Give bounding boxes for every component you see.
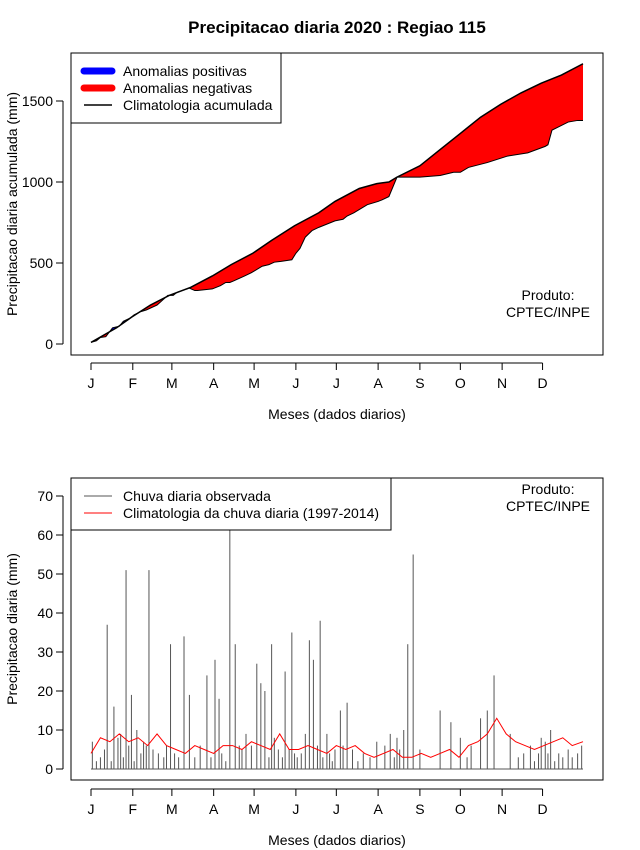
x-tick-label: S <box>415 801 424 817</box>
x-tick-label: D <box>537 375 547 391</box>
y-tick-label: 10 <box>37 722 53 738</box>
y-tick-label: 50 <box>37 566 53 582</box>
top-annotation-line1: Produto: <box>522 287 575 303</box>
top-y-axis: 0 500 1000 1500 <box>22 93 64 352</box>
top-line-layer <box>90 63 584 344</box>
daily-climatology-line <box>90 717 584 759</box>
bottom-chart: J F M A M J J A S O N D 0 10 20 30 40 50 60 70 Meses (dado… <box>4 477 604 848</box>
bottom-annotation-line1: Produto: <box>522 481 575 497</box>
x-tick-label: F <box>129 801 138 817</box>
x-tick-label: J <box>333 375 340 391</box>
bottom-legend-box <box>70 477 392 531</box>
x-tick-label: A <box>373 801 383 817</box>
bottom-legend: Chuva diaria observada Climatologia da c… <box>70 477 392 531</box>
top-x-axis-label: Meses (dados diarios) <box>268 406 406 422</box>
negative-anomaly-area <box>91 63 583 343</box>
chart-title: Precipitacao diaria 2020 : Regiao 115 <box>188 18 486 37</box>
x-tick-label: J <box>292 801 299 817</box>
bottom-x-axis-label: Meses (dados diarios) <box>268 832 406 848</box>
x-tick-label: J <box>292 375 299 391</box>
bottom-y-axis-label: Precipitacao diaria (mm) <box>4 553 20 705</box>
legend-label-negative: Anomalias negativas <box>123 80 252 96</box>
x-tick-label: M <box>166 375 178 391</box>
bottom-annotation-line2: CPTEC/INPE <box>506 498 590 514</box>
x-tick-label: O <box>455 375 466 391</box>
legend-label-climatology: Climatologia acumulada <box>123 97 273 113</box>
legend-label-observed: Chuva diaria observada <box>123 488 271 504</box>
x-tick-label: F <box>129 375 138 391</box>
x-tick-label: A <box>209 801 219 817</box>
y-tick-label: 20 <box>37 683 53 699</box>
top-chart: J F M A M J J A S O N D 0 500 1000 1500 Meses (dados d… <box>4 52 604 422</box>
y-tick-label: 0 <box>45 336 53 352</box>
x-tick-label: A <box>209 375 219 391</box>
x-tick-label: A <box>373 375 383 391</box>
top-legend: Anomalias positivas Anomalias negativas … <box>70 52 282 124</box>
climatology-accumulated-line <box>90 63 584 344</box>
x-tick-label: J <box>88 801 95 817</box>
observed-accumulated-line <box>90 119 583 343</box>
x-tick-label: M <box>248 375 260 391</box>
x-tick-label: D <box>537 801 547 817</box>
x-tick-label: O <box>455 801 466 817</box>
top-plot-frame <box>70 52 604 356</box>
y-tick-label: 60 <box>37 527 53 543</box>
bottom-data-layer <box>90 527 584 770</box>
y-tick-label: 30 <box>37 644 53 660</box>
top-annotation-line2: CPTEC/INPE <box>506 304 590 320</box>
y-tick-label: 0 <box>45 761 53 777</box>
y-tick-label: 70 <box>37 488 53 504</box>
y-tick-label: 1000 <box>22 174 53 190</box>
x-tick-label: J <box>88 375 95 391</box>
x-tick-label: N <box>497 375 507 391</box>
x-tick-label: N <box>497 801 507 817</box>
legend-label-daily-climatology: Climatologia da chuva diaria (1997-2014) <box>123 505 379 521</box>
y-tick-label: 40 <box>37 605 53 621</box>
top-y-axis-label: Precipitacao diaria acumulada (mm) <box>4 92 20 316</box>
y-tick-label: 1500 <box>22 93 53 109</box>
x-tick-label: S <box>415 375 424 391</box>
bottom-y-axis: 0 10 20 30 40 50 60 70 <box>37 488 64 777</box>
x-tick-label: M <box>248 801 260 817</box>
y-tick-label: 500 <box>30 255 54 271</box>
legend-label-positive: Anomalias positivas <box>123 63 247 79</box>
x-tick-label: M <box>166 801 178 817</box>
x-tick-label: J <box>333 801 340 817</box>
